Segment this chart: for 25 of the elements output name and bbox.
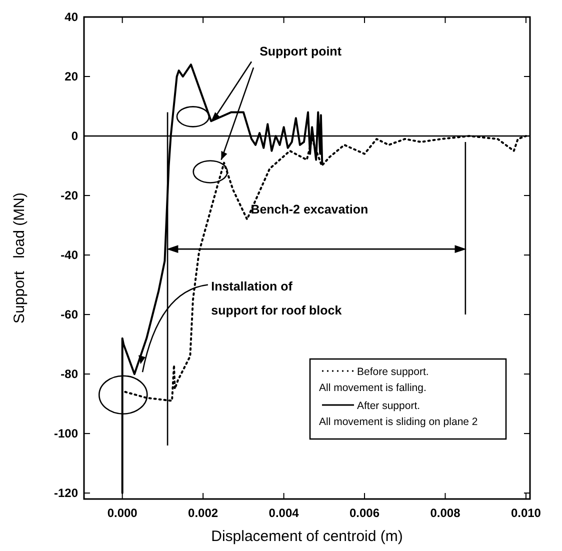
x-tick-label: 0.002: [188, 506, 218, 520]
annotation: support for roof block: [211, 304, 342, 318]
y-tick-label: -120: [54, 486, 78, 500]
x-tick-label: 0.006: [350, 506, 380, 520]
annotation: All movement is falling.: [319, 382, 426, 394]
x-tick-label: 0.008: [430, 506, 461, 520]
y-tick-label: -20: [60, 188, 78, 203]
x-tick-label: 0.010: [510, 506, 542, 520]
x-tick-label: 0.000: [107, 506, 138, 520]
y-tick-label: 0: [71, 129, 78, 144]
y-axis-title: Support load (MN): [11, 192, 28, 324]
legend-label: Before support.: [357, 366, 429, 378]
annotation: All movement is sliding on plane 2: [319, 416, 478, 428]
y-tick-label: -100: [54, 426, 78, 441]
annotation: Bench-2 excavation: [250, 202, 368, 216]
x-axis-title: Displacement of centroid (m): [211, 528, 403, 545]
y-tick-label: -80: [60, 367, 78, 382]
y-tick-label: 40: [64, 10, 78, 24]
y-tick-label: -40: [60, 248, 78, 262]
y-tick-label: -60: [60, 308, 78, 322]
annotation: Installation of: [211, 280, 294, 294]
annotation: Support point: [260, 44, 342, 59]
legend-label: After support.: [357, 400, 420, 412]
y-tick-label: 20: [64, 70, 78, 84]
x-tick-label: 0.004: [268, 506, 300, 520]
